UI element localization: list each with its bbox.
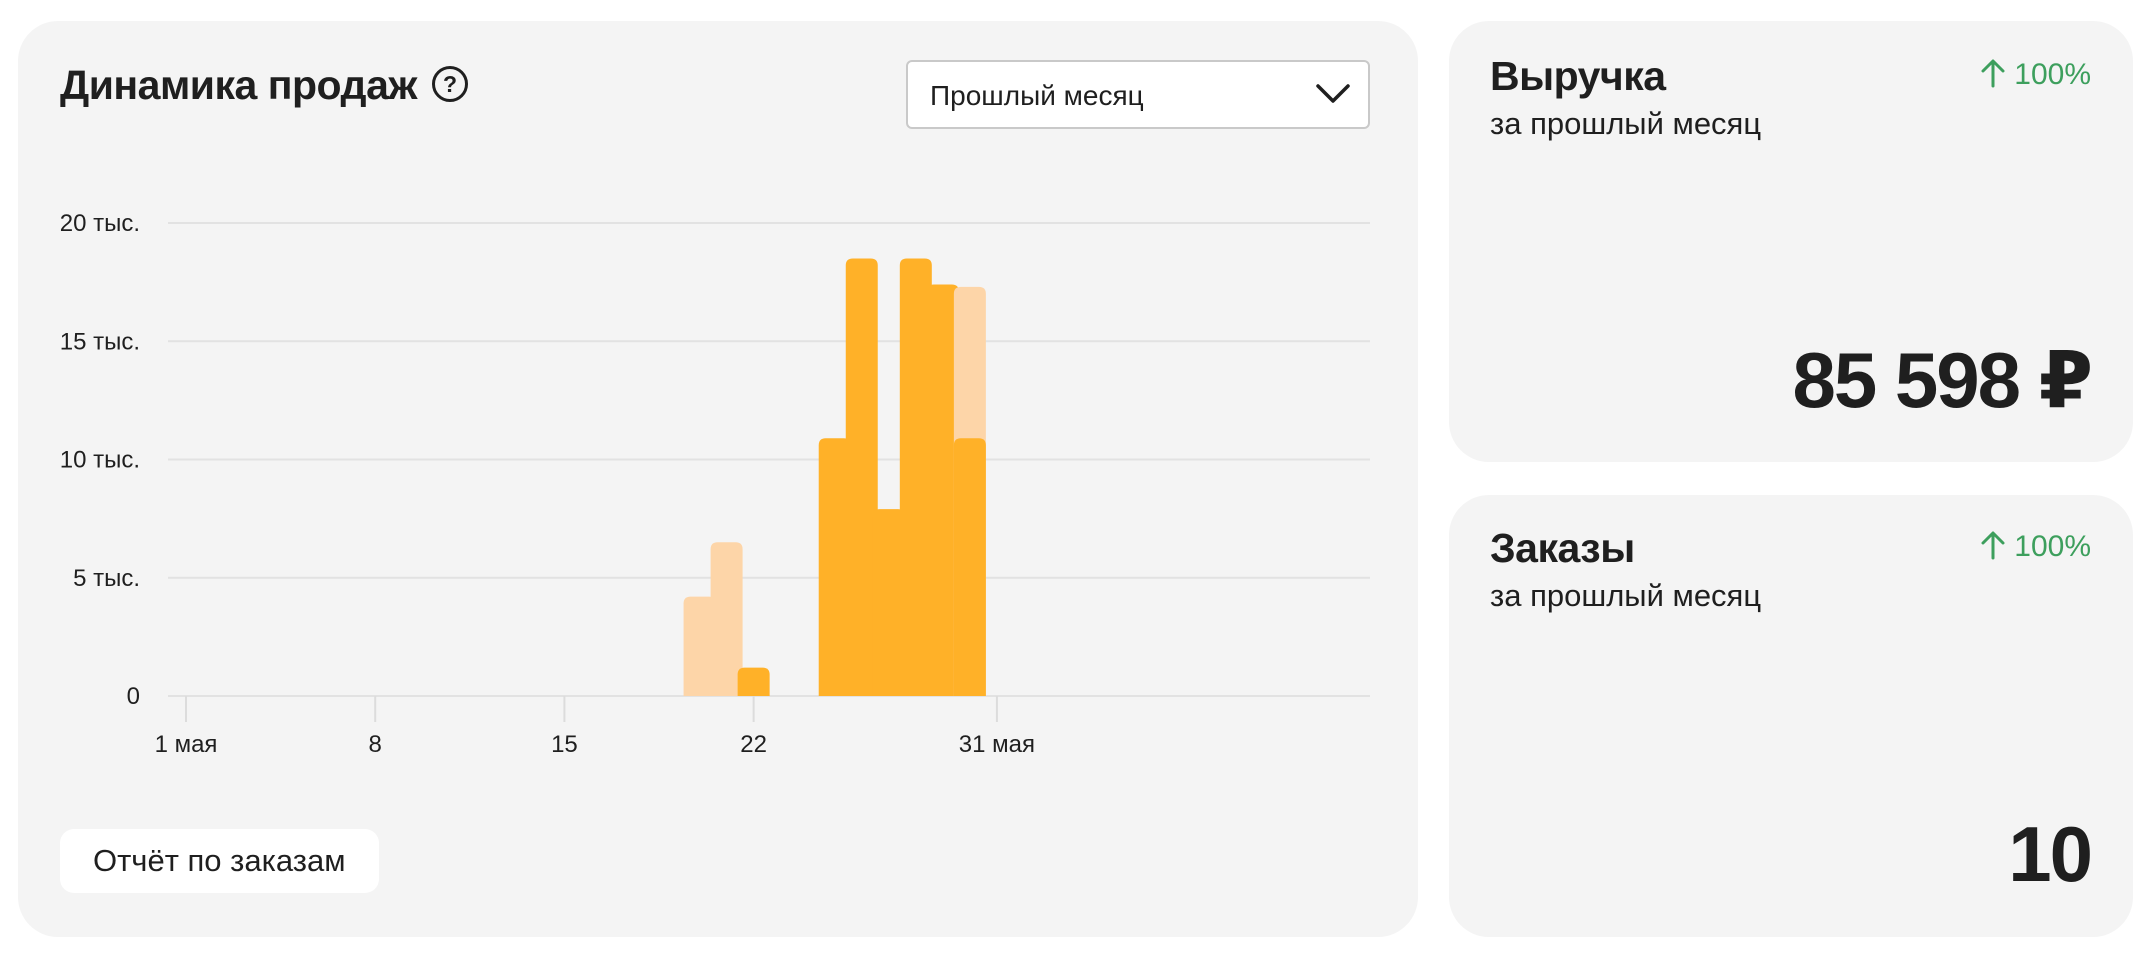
bar-primary [953, 438, 986, 696]
orders-trend: 100% [1980, 530, 2091, 564]
chevron-down-icon [1316, 84, 1350, 103]
bar-primary [926, 284, 959, 696]
y-tick-label: 15 тыс. [60, 328, 140, 355]
revenue-trend-value: 100% [2014, 58, 2091, 91]
orders-card: Заказы за прошлый месяц 100% 10 [1449, 495, 2133, 937]
sales-chart: 0 5 тыс. 10 тыс. 15 тыс. 20 тыс. 1 мая 8 15 22 31… [60, 210, 1370, 758]
period-select[interactable]: Прошлый месяц [906, 60, 1370, 129]
y-tick-label: 0 [127, 683, 140, 710]
x-tick-label: 15 [551, 731, 578, 758]
y-tick-label: 20 тыс. [60, 210, 140, 237]
bar-primary [818, 438, 851, 696]
bar-primary [872, 509, 905, 696]
revenue-card: Выручка за прошлый месяц 100% 85 598 ₽ [1449, 21, 2133, 462]
revenue-value: 85 598 ₽ [1792, 336, 2093, 424]
arrow-up-icon [1981, 531, 2005, 560]
orders-value: 10 [2008, 810, 2093, 898]
y-tick-label: 5 тыс. [73, 565, 140, 592]
revenue-title: Выручка [1490, 53, 1666, 99]
y-tick-label: 10 тыс. [60, 447, 140, 474]
bar-primary [737, 667, 770, 696]
revenue-subtitle: за прошлый месяц [1490, 106, 1762, 141]
orders-title: Заказы [1490, 525, 1635, 571]
revenue-trend: 100% [1980, 58, 2091, 92]
orders-trend-value: 100% [2014, 530, 2091, 563]
sales-title: Динамика продаж [60, 62, 417, 108]
x-tick-label: 8 [369, 731, 382, 758]
x-tick-label: 1 мая [155, 731, 218, 758]
orders-subtitle: за прошлый месяц [1490, 578, 1762, 613]
question-circle-icon[interactable]: ? [432, 66, 468, 102]
arrow-up-icon [1981, 59, 2005, 88]
orders-report-button[interactable]: Отчёт по заказам [60, 829, 379, 893]
x-tick-label: 31 мая [959, 731, 1035, 758]
period-select-value: Прошлый месяц [930, 80, 1144, 111]
bar-secondary [683, 596, 716, 696]
x-tick-label: 22 [740, 731, 767, 758]
bar-secondary [710, 542, 743, 696]
sales-dynamics-card: Динамика продаж ? Прошлый месяц 0 5 тыс. 1… [18, 21, 1418, 937]
bar-primary [899, 258, 932, 696]
bar-primary [845, 258, 878, 696]
